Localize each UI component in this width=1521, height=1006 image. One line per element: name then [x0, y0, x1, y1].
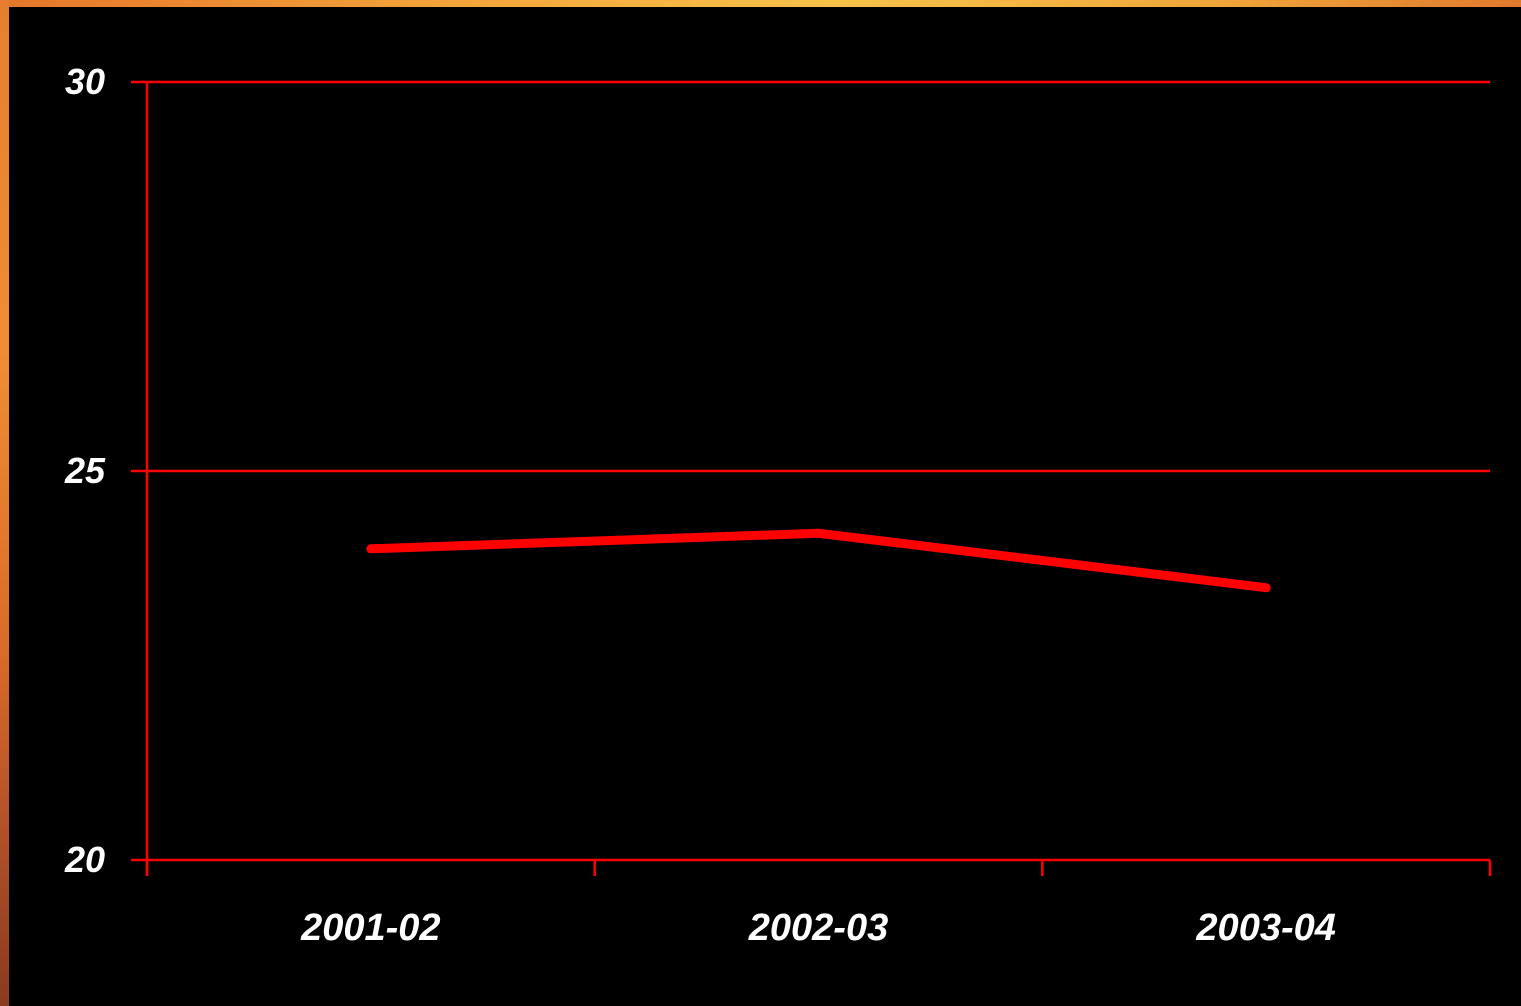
x-tick-label-2003-04: 2003-04	[1195, 907, 1335, 949]
x-axis-tick-labels: 2001-02 2002-03 2003-04	[300, 907, 1336, 949]
series-line-0	[366, 528, 1271, 593]
y-tick-label-20: 20	[64, 839, 105, 880]
y-tick-label-25: 25	[64, 450, 106, 491]
background-edge-top	[0, 0, 1521, 7]
y-tick-label-30: 30	[65, 61, 105, 102]
axes	[131, 80, 1492, 876]
x-tick-label-2001-02: 2001-02	[300, 907, 440, 949]
y-axis-tick-labels: 20 25 30	[64, 61, 106, 880]
data-point-2003-04	[1265, 586, 1268, 589]
background-edge-left	[0, 0, 9, 1006]
x-tick-label-2002-03: 2002-03	[748, 907, 888, 949]
data-point-2002-03	[817, 532, 820, 535]
series-layer	[366, 528, 1271, 593]
data-point-2001-02	[369, 547, 372, 550]
gridlines	[147, 80, 1490, 473]
